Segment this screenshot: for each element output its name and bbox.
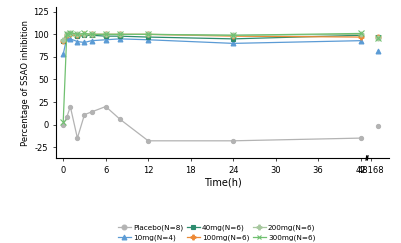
Legend: Placebo(N=8), 10mg(N=4), 40mg(N=6), 100mg(N=6), 200mg(N=6), 300mg(N=6): Placebo(N=8), 10mg(N=4), 40mg(N=6), 100m…	[115, 222, 318, 243]
X-axis label: Time(h): Time(h)	[204, 177, 241, 187]
Y-axis label: Percentage of SSAO inhibition: Percentage of SSAO inhibition	[21, 20, 30, 146]
